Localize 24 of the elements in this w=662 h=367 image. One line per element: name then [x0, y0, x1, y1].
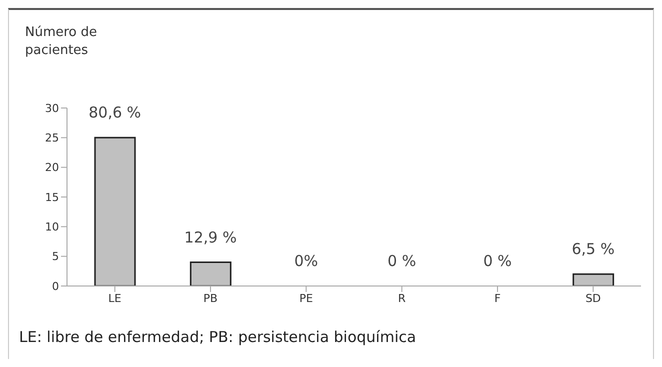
- y-tick-label: 25: [45, 132, 59, 145]
- y-tick-label: 0: [52, 280, 59, 293]
- text: 0%: [294, 252, 318, 270]
- y-tick-label: 15: [45, 190, 59, 204]
- bar: [94, 136, 136, 286]
- bar: [190, 262, 232, 286]
- text: 6,5 %: [572, 240, 615, 258]
- x-tick-label: SD: [585, 292, 601, 305]
- text: 80,6 %: [88, 104, 142, 122]
- x-tick-label: F: [494, 292, 501, 305]
- text: 12,9 %: [184, 228, 237, 246]
- x-tick-label: PB: [203, 292, 218, 305]
- x-tick-label: LE: [108, 292, 122, 305]
- y-tick-label: 5: [52, 250, 59, 264]
- y-tick-label: 10: [45, 220, 59, 234]
- y-axis-title: Número de pacientes: [25, 24, 98, 60]
- x-tick-label: R: [398, 292, 406, 305]
- bar: [572, 273, 614, 286]
- y-tick-label: 30: [45, 102, 59, 115]
- text: 0 %: [388, 252, 416, 270]
- text: 0 %: [483, 252, 512, 270]
- text: LE: libre de enfermedad; PB: persistencia bioquímica: [19, 328, 416, 346]
- x-tick-label: PE: [299, 292, 314, 305]
- y-tick-label: 20: [45, 161, 59, 174]
